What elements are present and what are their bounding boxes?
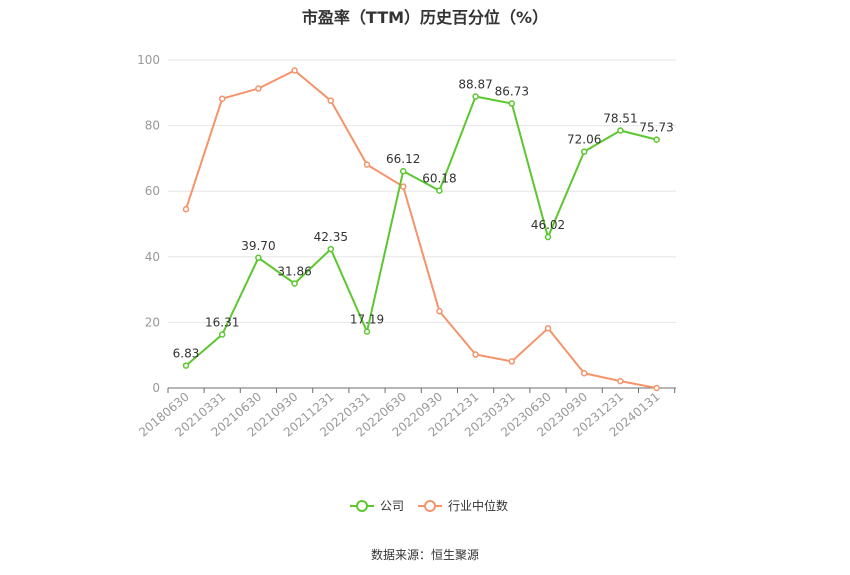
data-label: 31.86 xyxy=(277,264,311,278)
data-label: 75.73 xyxy=(639,121,673,135)
axis-layer: 0204060801002018063020210331202106302021… xyxy=(136,53,676,440)
data-point xyxy=(544,233,552,241)
data-point xyxy=(617,127,624,134)
data-point xyxy=(472,93,479,100)
data-point xyxy=(218,95,226,102)
data-point xyxy=(508,100,516,107)
data-label: 16.31 xyxy=(205,316,239,330)
source-note: 数据来源：恒生聚源 xyxy=(370,548,479,562)
data-point xyxy=(580,369,588,377)
legend-marker xyxy=(356,500,368,512)
data-point xyxy=(580,148,588,155)
data-point xyxy=(255,254,262,262)
data-point xyxy=(399,167,407,175)
data-label: 46.02 xyxy=(531,218,565,232)
series-line xyxy=(185,69,657,389)
data-point xyxy=(617,377,624,385)
y-tick-label: 0 xyxy=(152,381,160,395)
data-point xyxy=(363,328,371,335)
y-tick-label: 100 xyxy=(137,53,160,67)
data-label: 72.06 xyxy=(567,133,601,147)
data-label: 88.87 xyxy=(458,78,492,92)
y-tick-label: 20 xyxy=(145,315,160,329)
data-point xyxy=(544,325,552,332)
data-point xyxy=(472,351,479,358)
data-point xyxy=(255,85,262,92)
legend-marker xyxy=(424,500,436,512)
y-tick-label: 40 xyxy=(145,250,160,264)
data-point xyxy=(291,67,298,74)
data-point xyxy=(653,136,660,143)
data-label: 42.35 xyxy=(314,230,348,244)
chart-title: 市盈率（TTM）历史百分位（%） xyxy=(301,8,549,27)
data-point xyxy=(218,331,226,338)
data-point xyxy=(508,358,516,365)
data-label: 60.18 xyxy=(422,172,456,186)
legend: 公司 行业中位数 xyxy=(350,498,508,513)
legend-item: 公司 xyxy=(350,499,404,513)
legend-label: 公司 xyxy=(380,499,404,513)
y-tick-label: 60 xyxy=(145,184,160,198)
data-label: 17.19 xyxy=(350,313,384,327)
legend-item: 行业中位数 xyxy=(418,498,508,513)
grid-layer xyxy=(168,59,676,323)
data-label: 86.73 xyxy=(495,85,529,99)
data-point xyxy=(291,280,298,287)
data-point xyxy=(399,183,407,190)
data-label: 78.51 xyxy=(603,111,637,125)
data-point xyxy=(182,362,190,369)
data-point xyxy=(436,307,443,315)
data-point xyxy=(653,384,660,392)
data-point xyxy=(327,97,335,104)
data-point xyxy=(363,161,371,168)
data-point xyxy=(436,187,443,194)
y-tick-label: 80 xyxy=(145,119,160,133)
series-line xyxy=(185,95,657,367)
data-point xyxy=(327,245,335,253)
legend-label: 行业中位数 xyxy=(448,498,508,513)
data-label: 66.12 xyxy=(386,152,420,166)
data-point xyxy=(182,205,190,213)
data-label: 6.83 xyxy=(173,347,200,361)
data-label: 39.70 xyxy=(241,239,275,253)
